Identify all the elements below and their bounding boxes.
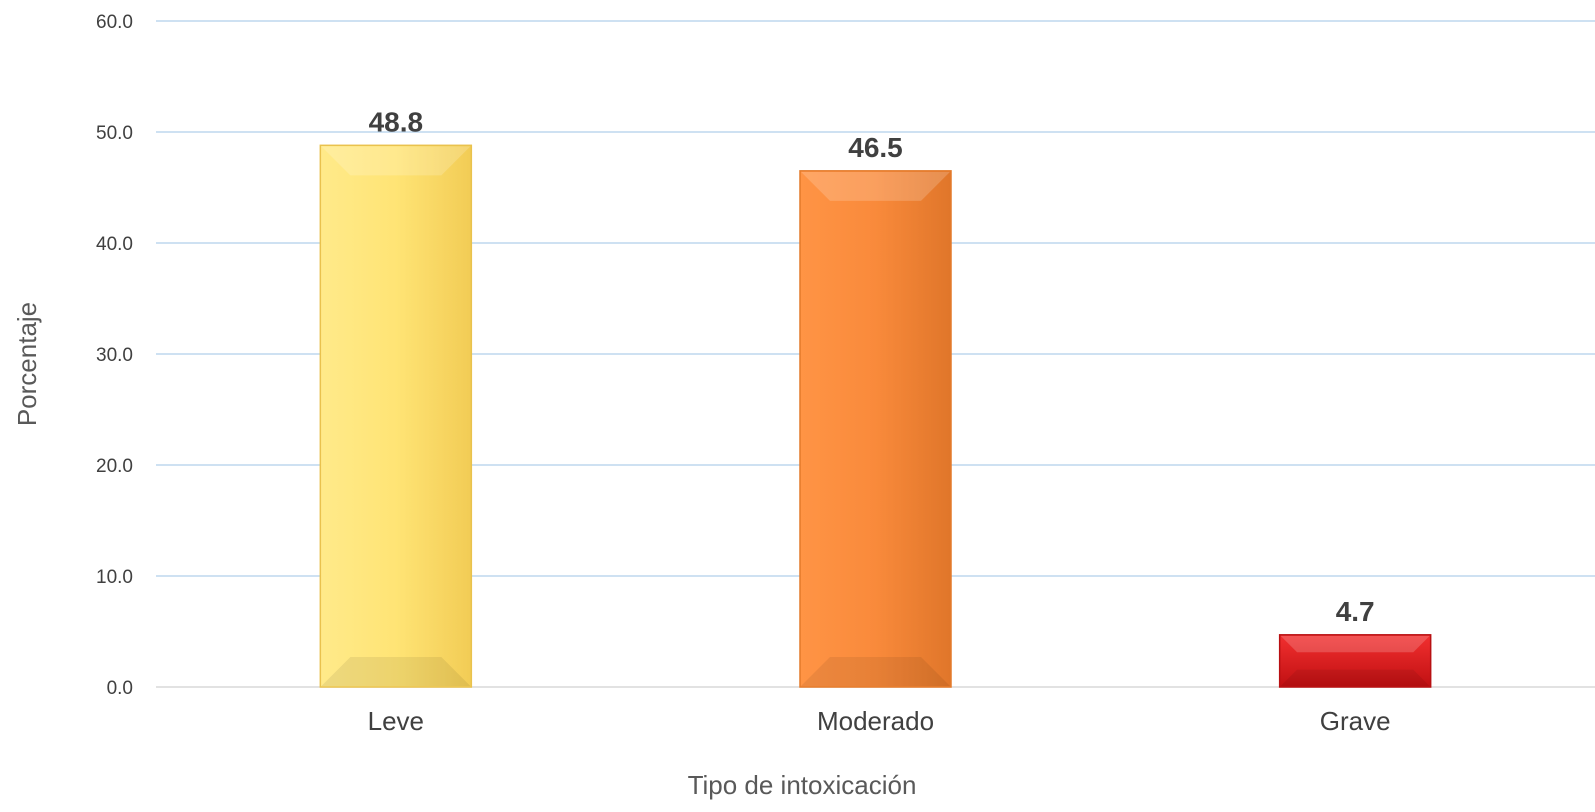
bar-bevel-bottom	[801, 657, 950, 686]
bars	[319, 144, 1432, 688]
y-tick-label: 40.0	[96, 234, 133, 255]
y-tick-label: 30.0	[96, 345, 133, 366]
bar-leve	[319, 144, 473, 688]
y-tick-label: 20.0	[96, 456, 133, 477]
data-label: 4.7	[1336, 596, 1375, 627]
y-axis-title: Porcentaje	[12, 302, 42, 426]
bar-moderado	[799, 170, 952, 688]
bar-bevel-bottom	[1280, 669, 1430, 686]
bar-bevel-top	[1280, 635, 1430, 653]
bar-grave	[1278, 634, 1432, 688]
x-tick-label: Moderado	[817, 706, 934, 736]
data-labels: 48.8 46.5 4.7	[369, 106, 1375, 627]
y-axis-ticks: 0.0 10.0 20.0 30.0 40.0 50.0 60.0	[96, 12, 133, 699]
bar-bevel-top	[801, 171, 950, 201]
data-label: 46.5	[848, 132, 903, 163]
x-axis-title: Tipo de intoxicación	[688, 770, 917, 800]
x-tick-label: Grave	[1320, 706, 1391, 736]
bar-bevel-top	[321, 146, 471, 176]
x-axis-ticks: Leve Moderado Grave	[368, 706, 1391, 736]
y-tick-label: 0.0	[107, 678, 133, 699]
bar-bevel-bottom	[321, 657, 471, 686]
y-tick-label: 60.0	[96, 12, 133, 33]
y-tick-label: 10.0	[96, 567, 133, 588]
data-label: 48.8	[369, 106, 424, 137]
x-tick-label: Leve	[368, 706, 424, 736]
y-tick-label: 50.0	[96, 123, 133, 144]
